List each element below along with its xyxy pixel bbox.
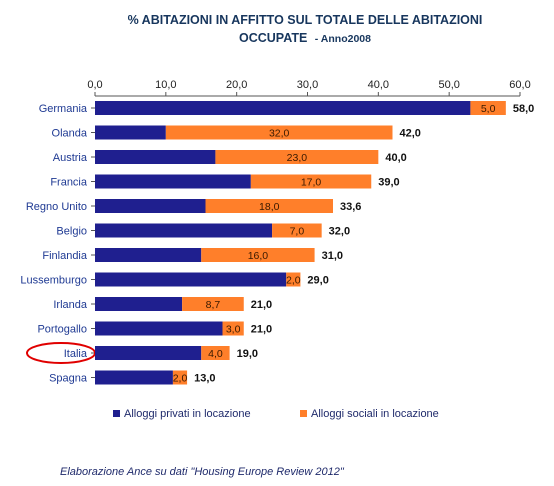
chart-title-year: - Anno2008 [315, 33, 371, 45]
category-label: Portogallo [37, 324, 87, 336]
source-note: Elaborazione Ance su dati "Housing Europ… [60, 466, 344, 478]
social-value-label: 7,0 [290, 226, 305, 238]
bar-private [95, 346, 202, 360]
social-value-label: 17,0 [301, 177, 322, 189]
social-value-label: 2,0 [173, 373, 188, 385]
bar-social [250, 174, 372, 189]
x-axis: 0,0 10,0 20,0 30,0 40,0 50,0 60,0 [87, 79, 531, 97]
legend-label-private: Alloggi privati in locazione [124, 408, 251, 420]
category-label: Regno Unito [26, 201, 87, 213]
social-value-label: 23,0 [287, 152, 308, 164]
bar-social [201, 248, 315, 262]
social-value-label: 18,0 [259, 201, 280, 213]
bar-social [165, 125, 393, 140]
bar-social [222, 321, 244, 336]
category-label: Finlandia [42, 250, 88, 262]
chart-title-line2: OCCUPATE - Anno2008 [239, 31, 371, 45]
social-value-label: 4,0 [208, 348, 223, 360]
category-label: Germania [39, 103, 88, 115]
total-value-label: 19,0 [237, 348, 258, 360]
category-label: Olanda [52, 128, 88, 140]
x-tick-label: 20,0 [226, 79, 247, 91]
bar-private [95, 370, 173, 385]
category-label: Lussemburgo [20, 275, 87, 287]
social-value-label: 2,0 [286, 275, 301, 287]
bar-social [201, 346, 230, 360]
bar-private [95, 297, 183, 311]
bar-private [95, 321, 223, 336]
x-tick-label: 50,0 [438, 79, 459, 91]
x-tick-label: 40,0 [368, 79, 389, 91]
bar-social [215, 150, 379, 164]
x-tick-label: 30,0 [297, 79, 318, 91]
total-value-label: 58,0 [513, 103, 534, 115]
category-label: Italia [64, 348, 88, 360]
legend-label-social: Alloggi sociali in locazione [311, 408, 439, 420]
total-value-label: 31,0 [322, 250, 343, 262]
bars: 5,0 58,0 32,0 42,0 23,0 40,0 17,0 39,0 18,0 33,6 7… [95, 101, 534, 385]
bar-private [95, 199, 206, 213]
social-value-label: 3,0 [226, 324, 241, 336]
bar-private [95, 223, 273, 238]
social-value-label: 8,7 [206, 299, 221, 311]
category-label: Austria [53, 152, 88, 164]
bar-social [205, 199, 333, 213]
legend-swatch-private [113, 410, 120, 417]
total-value-label: 21,0 [251, 299, 272, 311]
total-value-label: 40,0 [385, 152, 406, 164]
category-label: Spagna [49, 373, 88, 385]
bar-private [95, 101, 471, 115]
category-label: Belgio [56, 226, 87, 238]
total-value-label: 21,0 [251, 324, 272, 336]
total-value-label: 13,0 [194, 373, 215, 385]
legend-swatch-social [300, 410, 307, 417]
legend: Alloggi privati in locazione Alloggi soci… [113, 408, 439, 420]
x-tick-label: 60,0 [509, 79, 530, 91]
total-value-label: 29,0 [307, 275, 328, 287]
bar-private [95, 248, 202, 262]
bar-social [172, 370, 188, 385]
category-labels: Germania Olanda Austria Francia Regno Unito B… [20, 103, 96, 385]
chart-title-line1: % ABITAZIONI IN AFFITTO SUL TOTALE DELLE… [128, 13, 483, 27]
total-value-label: 33,6 [340, 201, 361, 213]
bar-private [95, 174, 251, 189]
category-label: Francia [50, 177, 88, 189]
bar-private [95, 272, 287, 287]
bar-social [470, 101, 506, 115]
social-value-label: 5,0 [481, 103, 496, 115]
bar-social [286, 272, 301, 287]
social-value-label: 32,0 [269, 128, 290, 140]
bar-social [272, 223, 322, 238]
total-value-label: 39,0 [378, 177, 399, 189]
bar-social [182, 297, 244, 311]
category-label: Irlanda [53, 299, 88, 311]
x-tick-label: 10,0 [155, 79, 176, 91]
total-value-label: 42,0 [400, 128, 421, 140]
chart-title-main: OCCUPATE [239, 31, 307, 45]
x-tick-label: 0,0 [87, 79, 102, 91]
total-value-label: 32,0 [329, 226, 350, 238]
bar-private [95, 125, 166, 140]
social-value-label: 16,0 [248, 250, 269, 262]
bar-private [95, 150, 216, 164]
